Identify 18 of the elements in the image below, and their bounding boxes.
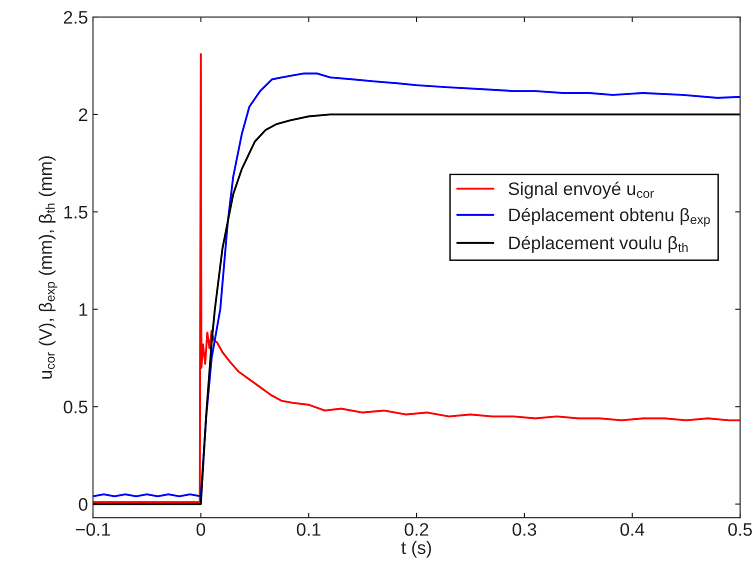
x-tick-label: 0 <box>196 523 206 536</box>
y-tick-label: 2 <box>78 108 88 121</box>
legend-label: Déplacement voulu β$_{th}$ <box>509 236 688 253</box>
x-tick-label: −0.1 <box>76 523 110 536</box>
x-tick-label: 0.5 <box>728 523 752 536</box>
x-tick-label: 0.3 <box>512 523 536 536</box>
x-tick-label: 0.1 <box>296 523 320 536</box>
y-tick-label: 1 <box>79 303 88 316</box>
y-axis-title: u$_{cor}$ (V), β$_{exp}$ (mm), β$_{th}$ (mm) <box>38 156 58 379</box>
x-axis-title: t (s) <box>401 540 431 558</box>
legend-label: Déplacement obtenu β$_{exp}$ <box>509 208 710 227</box>
y-tick-label: 1.5 <box>64 206 88 219</box>
x-tick-label: 0.2 <box>404 523 428 536</box>
y-tick-label: 2.5 <box>64 10 88 24</box>
legend-label: Signal envoyé u$_{cor}$ <box>508 182 654 199</box>
x-tick-label: 0.4 <box>620 523 644 536</box>
y-tick-label: 0.5 <box>64 400 88 414</box>
y-tick-label: 0 <box>78 498 88 511</box>
